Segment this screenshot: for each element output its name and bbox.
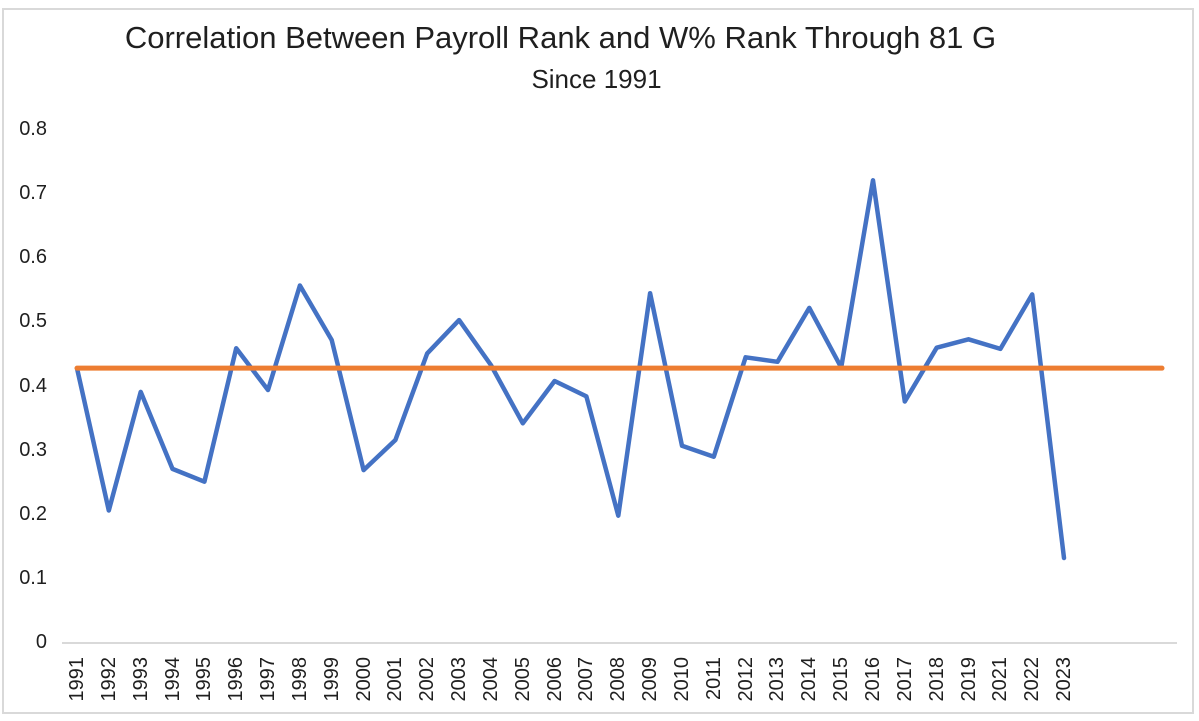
- x-tick-label: 2006: [543, 657, 566, 702]
- x-tick-label: 2003: [448, 657, 471, 702]
- x-tick-label: 2017: [893, 657, 916, 702]
- x-tick-label: 2001: [384, 657, 407, 702]
- x-tick-label: 2000: [352, 657, 375, 702]
- x-tick-label: 2005: [511, 657, 534, 702]
- x-tick-label: 1991: [66, 657, 88, 702]
- y-tick-label: 0.3: [19, 438, 47, 461]
- x-tick-label: 2022: [1021, 657, 1044, 702]
- y-tick-label: 0.5: [19, 310, 47, 333]
- chart-subtitle: Since 1991: [531, 64, 662, 94]
- data-series-line: [74, 178, 1067, 561]
- x-tick-label: 1995: [193, 657, 216, 702]
- y-tick-label: 0.4: [19, 374, 47, 397]
- x-tick-label: 2023: [1053, 657, 1076, 702]
- x-tick-label: 2010: [670, 657, 693, 702]
- x-tick-label: 1998: [288, 657, 311, 702]
- x-tick-label: 2018: [925, 657, 948, 702]
- y-tick-label: 0: [35, 631, 47, 653]
- x-tick-label: 2016: [862, 657, 884, 702]
- x-tick-label: 2011: [702, 657, 725, 701]
- chart-title: Correlation Between Payroll Rank and W% …: [124, 20, 997, 55]
- x-tick-label: 1996: [225, 657, 248, 702]
- x-tick-label: 2008: [607, 657, 630, 702]
- x-tick-label: 2013: [766, 657, 789, 702]
- x-tick-label: 2002: [416, 657, 439, 702]
- x-tick-label: 2019: [957, 657, 980, 702]
- x-tick-label: 2004: [479, 657, 502, 702]
- x-tick-label: 1994: [161, 657, 184, 702]
- y-tick-label: 0.1: [19, 566, 47, 589]
- x-tick-label: 1999: [320, 657, 343, 702]
- x-tick-label: 1997: [257, 657, 280, 702]
- x-tick-label: 1993: [129, 657, 152, 702]
- x-tick-label: 2007: [575, 657, 598, 702]
- y-tick-label: 0.2: [19, 502, 47, 525]
- x-tick-label: 2009: [639, 657, 662, 702]
- x-tick-label: 2015: [830, 657, 853, 702]
- x-tick-label: 2014: [798, 657, 821, 702]
- y-tick-label: 0.6: [19, 246, 47, 269]
- y-tick-label: 0.7: [19, 182, 47, 205]
- x-tick-label: 2021: [989, 657, 1012, 702]
- y-tick-label: 0.8: [19, 118, 47, 140]
- x-tick-label: 2012: [734, 657, 757, 702]
- x-tick-label: 1992: [97, 657, 120, 702]
